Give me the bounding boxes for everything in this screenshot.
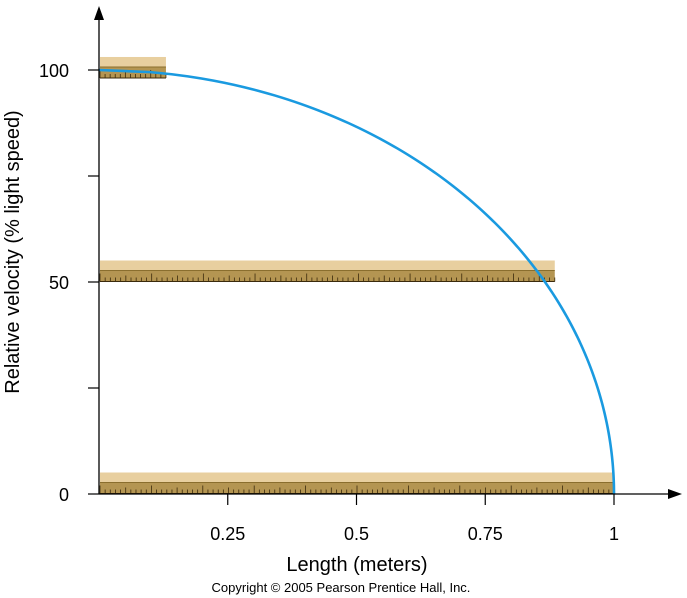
x-tick-label: 0.25 <box>210 524 245 544</box>
x-tick-label: 0.5 <box>344 524 369 544</box>
meter-stick-top-face <box>100 56 166 67</box>
meter-stick-top-face <box>100 260 555 271</box>
ticks-layer: 0.25 0.5 0.75 1 0 50 100 <box>39 61 619 544</box>
meter-stick-top-face <box>100 472 614 483</box>
series-line-0 <box>98 68 616 495</box>
meter-stick-2 <box>99 56 167 79</box>
axes-layer <box>94 6 682 499</box>
meter-stick-front-face <box>100 270 555 282</box>
y-tick-label: 50 <box>49 273 69 293</box>
y-axis-arrow <box>94 6 104 20</box>
meter-stick-0 <box>99 472 615 494</box>
copyright-notice: Copyright © 2005 Pearson Prentice Hall, … <box>212 580 471 595</box>
meter-stick-1 <box>99 260 556 282</box>
x-tick-label: 0.75 <box>468 524 503 544</box>
y-axis-title: Relative velocity (% light speed) <box>2 110 24 393</box>
y-tick-label: 0 <box>59 485 69 505</box>
rulers-layer <box>99 56 615 494</box>
x-axis-title: Length (meters) <box>286 554 427 576</box>
y-tick-label: 100 <box>39 61 69 81</box>
x-axis-arrow <box>668 489 682 499</box>
x-tick-label: 1 <box>609 524 619 544</box>
curve-layer <box>98 68 616 495</box>
